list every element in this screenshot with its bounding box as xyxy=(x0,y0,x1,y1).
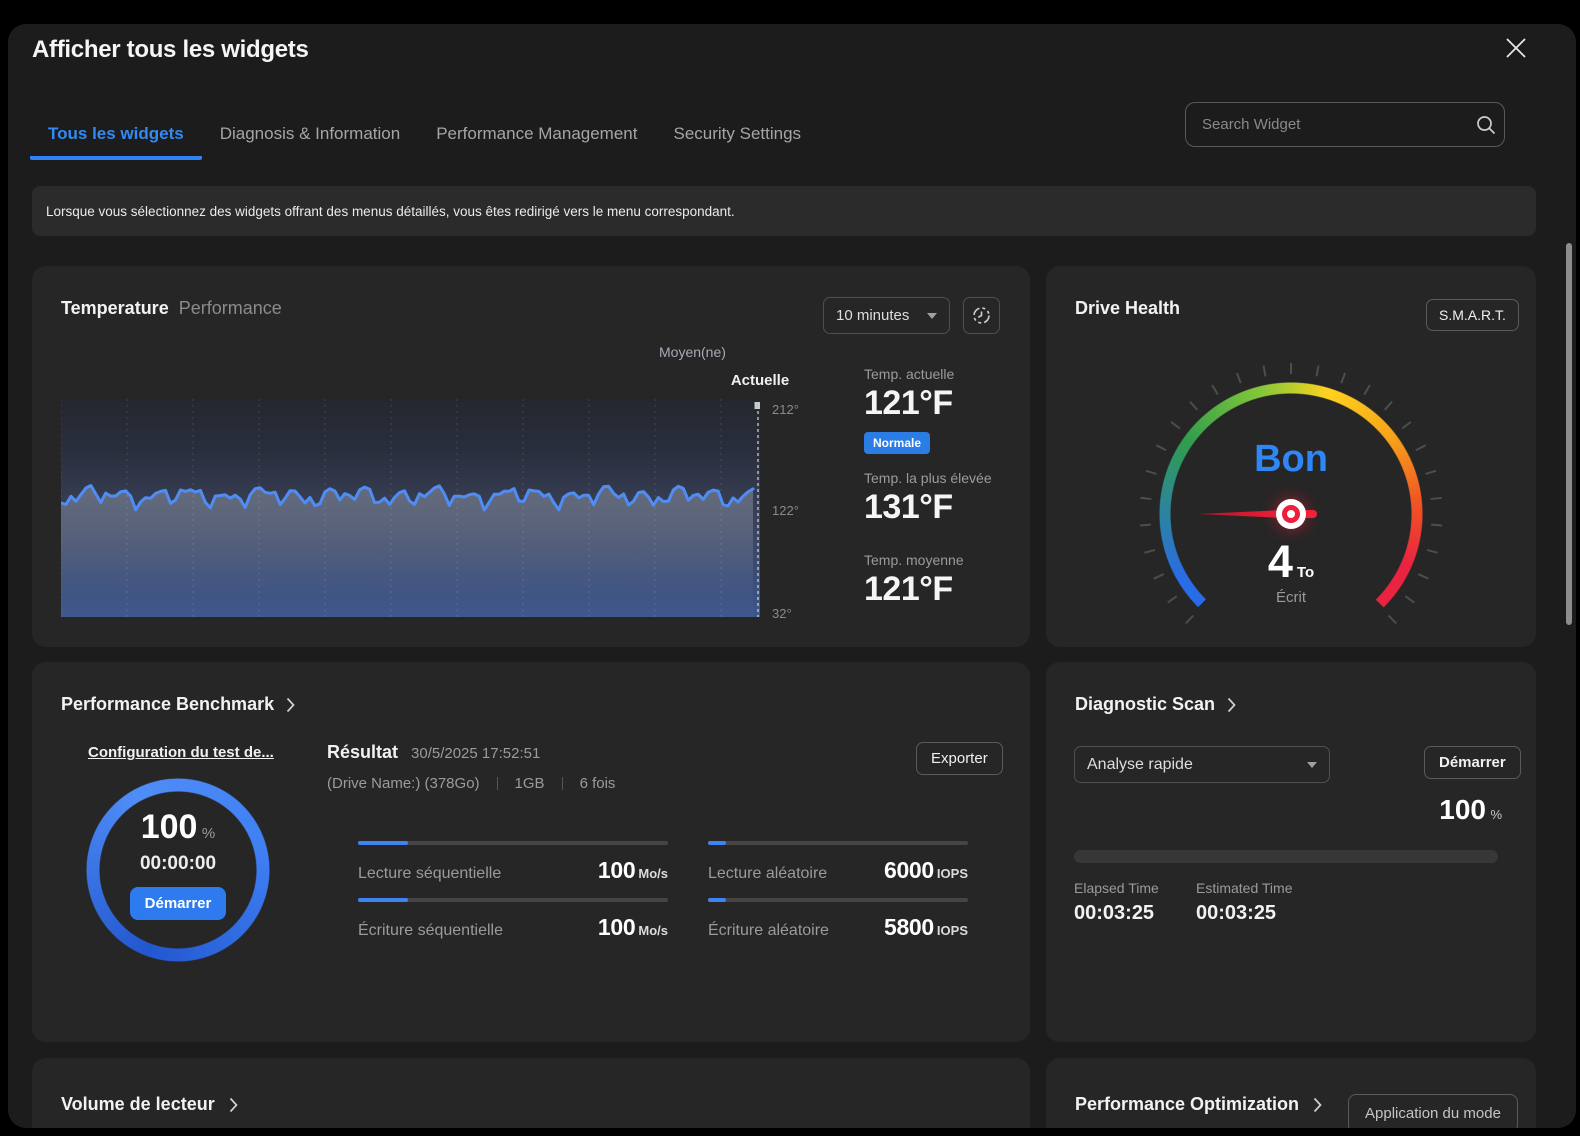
diagnostic-progress: 100 % xyxy=(1439,794,1502,826)
smart-button[interactable]: S.M.A.R.T. xyxy=(1426,299,1519,331)
written-unit: To xyxy=(1297,564,1314,581)
temperature-stats: Temp. actuelle 121°F Normale Temp. la pl… xyxy=(864,366,1014,609)
test-parameters: (Drive Name:) (378Go) 1GB 6 fois xyxy=(327,775,615,792)
health-status: Bon xyxy=(1191,438,1391,481)
drive-volume-card: Volume de lecteur xyxy=(32,1058,1030,1128)
info-banner: Lorsque vous sélectionnez des widgets of… xyxy=(32,186,1536,236)
drive-info: (Drive Name:) (378Go) xyxy=(327,775,480,792)
tab-performance-management[interactable]: Performance Management xyxy=(418,112,655,160)
chevron-right-icon xyxy=(286,697,295,713)
highest-temp-value: 131°F xyxy=(864,488,1014,527)
export-button[interactable]: Exporter xyxy=(916,742,1003,775)
result-label: Résultat xyxy=(327,742,398,763)
history-clock-icon xyxy=(971,305,992,326)
diagnostic-scan-card: Diagnostic Scan Analyse rapide Démarrer … xyxy=(1046,662,1536,1042)
average-temp-value: 121°F xyxy=(864,570,1014,609)
chevron-down-icon xyxy=(927,313,937,319)
benchmark-bar-rand-read: Lecture aléatoire 6000IOPS xyxy=(708,841,968,884)
written-amount: 4To xyxy=(1191,536,1391,588)
highest-temp-label: Temp. la plus élevée xyxy=(864,470,1014,486)
test-runs: 6 fois xyxy=(580,775,616,792)
diagnostic-start-button[interactable]: Démarrer xyxy=(1424,746,1521,779)
widgets-modal: Afficher tous les widgets Tous les widge… xyxy=(8,24,1576,1128)
chevron-right-icon xyxy=(1227,697,1236,713)
average-temp-label: Temp. moyenne xyxy=(864,552,1014,568)
search-input[interactable] xyxy=(1186,116,1468,133)
history-button[interactable] xyxy=(963,297,1000,334)
interval-dropdown[interactable]: 10 minutes xyxy=(823,297,950,334)
performance-optimization-card: Performance Optimization Application du … xyxy=(1046,1058,1536,1128)
search-widget-box xyxy=(1185,102,1505,147)
close-button[interactable] xyxy=(1503,35,1529,61)
gauge-hub xyxy=(1276,499,1306,529)
current-temp-label: Temp. actuelle xyxy=(864,366,1014,382)
current-temp-value: 121°F xyxy=(864,384,1014,423)
page-title: Afficher tous les widgets xyxy=(32,36,309,64)
benchmark-bar-seq-write: Écriture séquentielle 100Mo/s xyxy=(358,898,668,941)
written-label: Écrit xyxy=(1191,589,1391,606)
scrollbar-thumb[interactable] xyxy=(1566,243,1572,625)
diagnostic-progress-bar xyxy=(1074,850,1498,863)
benchmark-title-link[interactable]: Performance Benchmark xyxy=(61,694,295,715)
diagnostic-title-link[interactable]: Diagnostic Scan xyxy=(1075,694,1236,715)
performance-optimization-title-link[interactable]: Performance Optimization xyxy=(1075,1094,1322,1115)
close-icon xyxy=(1503,35,1529,61)
estimated-time: Estimated Time 00:03:25 xyxy=(1196,880,1292,925)
benchmark-progress: 100 % xyxy=(86,808,270,847)
chevron-down-icon xyxy=(1307,762,1317,768)
status-badge: Normale xyxy=(864,432,930,454)
tab-tous-les-widgets[interactable]: Tous les widgets xyxy=(30,112,202,160)
volume-title-link[interactable]: Volume de lecteur xyxy=(61,1094,238,1115)
benchmark-start-button[interactable]: Démarrer xyxy=(130,887,227,920)
result-timestamp: 30/5/2025 17:52:51 xyxy=(411,745,540,762)
y-axis-tick: 32° xyxy=(772,606,792,621)
test-size: 1GB xyxy=(515,775,545,792)
chevron-right-icon xyxy=(1313,1097,1322,1113)
performance-benchmark-card: Performance Benchmark Configuration du t… xyxy=(32,662,1030,1042)
scan-mode-value: Analyse rapide xyxy=(1087,756,1193,774)
series-label: Moyen(ne) xyxy=(659,344,726,360)
apply-mode-button[interactable]: Application du mode xyxy=(1348,1094,1518,1128)
temperature-chart xyxy=(61,399,760,617)
test-configuration-link[interactable]: Configuration du test de... xyxy=(88,744,274,761)
benchmark-bar-seq-read: Lecture séquentielle 100Mo/s xyxy=(358,841,668,884)
benchmark-timer: 00:00:00 xyxy=(86,853,270,875)
temperature-title: Temperature xyxy=(61,298,169,319)
temperature-card: Temperature Performance 10 minutes Moyen… xyxy=(32,266,1030,647)
tab-diagnosis-information[interactable]: Diagnosis & Information xyxy=(202,112,418,160)
temperature-subtitle: Performance xyxy=(179,298,282,319)
scan-mode-dropdown[interactable]: Analyse rapide xyxy=(1074,746,1330,783)
y-axis-tick: 122° xyxy=(772,503,799,518)
written-value: 4 xyxy=(1268,536,1293,587)
interval-value: 10 minutes xyxy=(836,307,909,324)
tab-bar: Tous les widgets Diagnosis & Information… xyxy=(30,112,819,160)
search-icon[interactable] xyxy=(1468,114,1504,136)
tab-security-settings[interactable]: Security Settings xyxy=(655,112,819,160)
benchmark-bar-rand-write: Écriture aléatoire 5800IOPS xyxy=(708,898,968,941)
chevron-right-icon xyxy=(229,1097,238,1113)
elapsed-time: Elapsed Time 00:03:25 xyxy=(1074,880,1159,925)
drive-health-title: Drive Health xyxy=(1075,298,1180,319)
y-axis-tick: 212° xyxy=(772,402,799,417)
drive-health-card: Drive Health S.M.A.R.T. Bon 4To Écrit xyxy=(1046,266,1536,647)
chart-cursor-label: Actuelle xyxy=(700,372,820,389)
